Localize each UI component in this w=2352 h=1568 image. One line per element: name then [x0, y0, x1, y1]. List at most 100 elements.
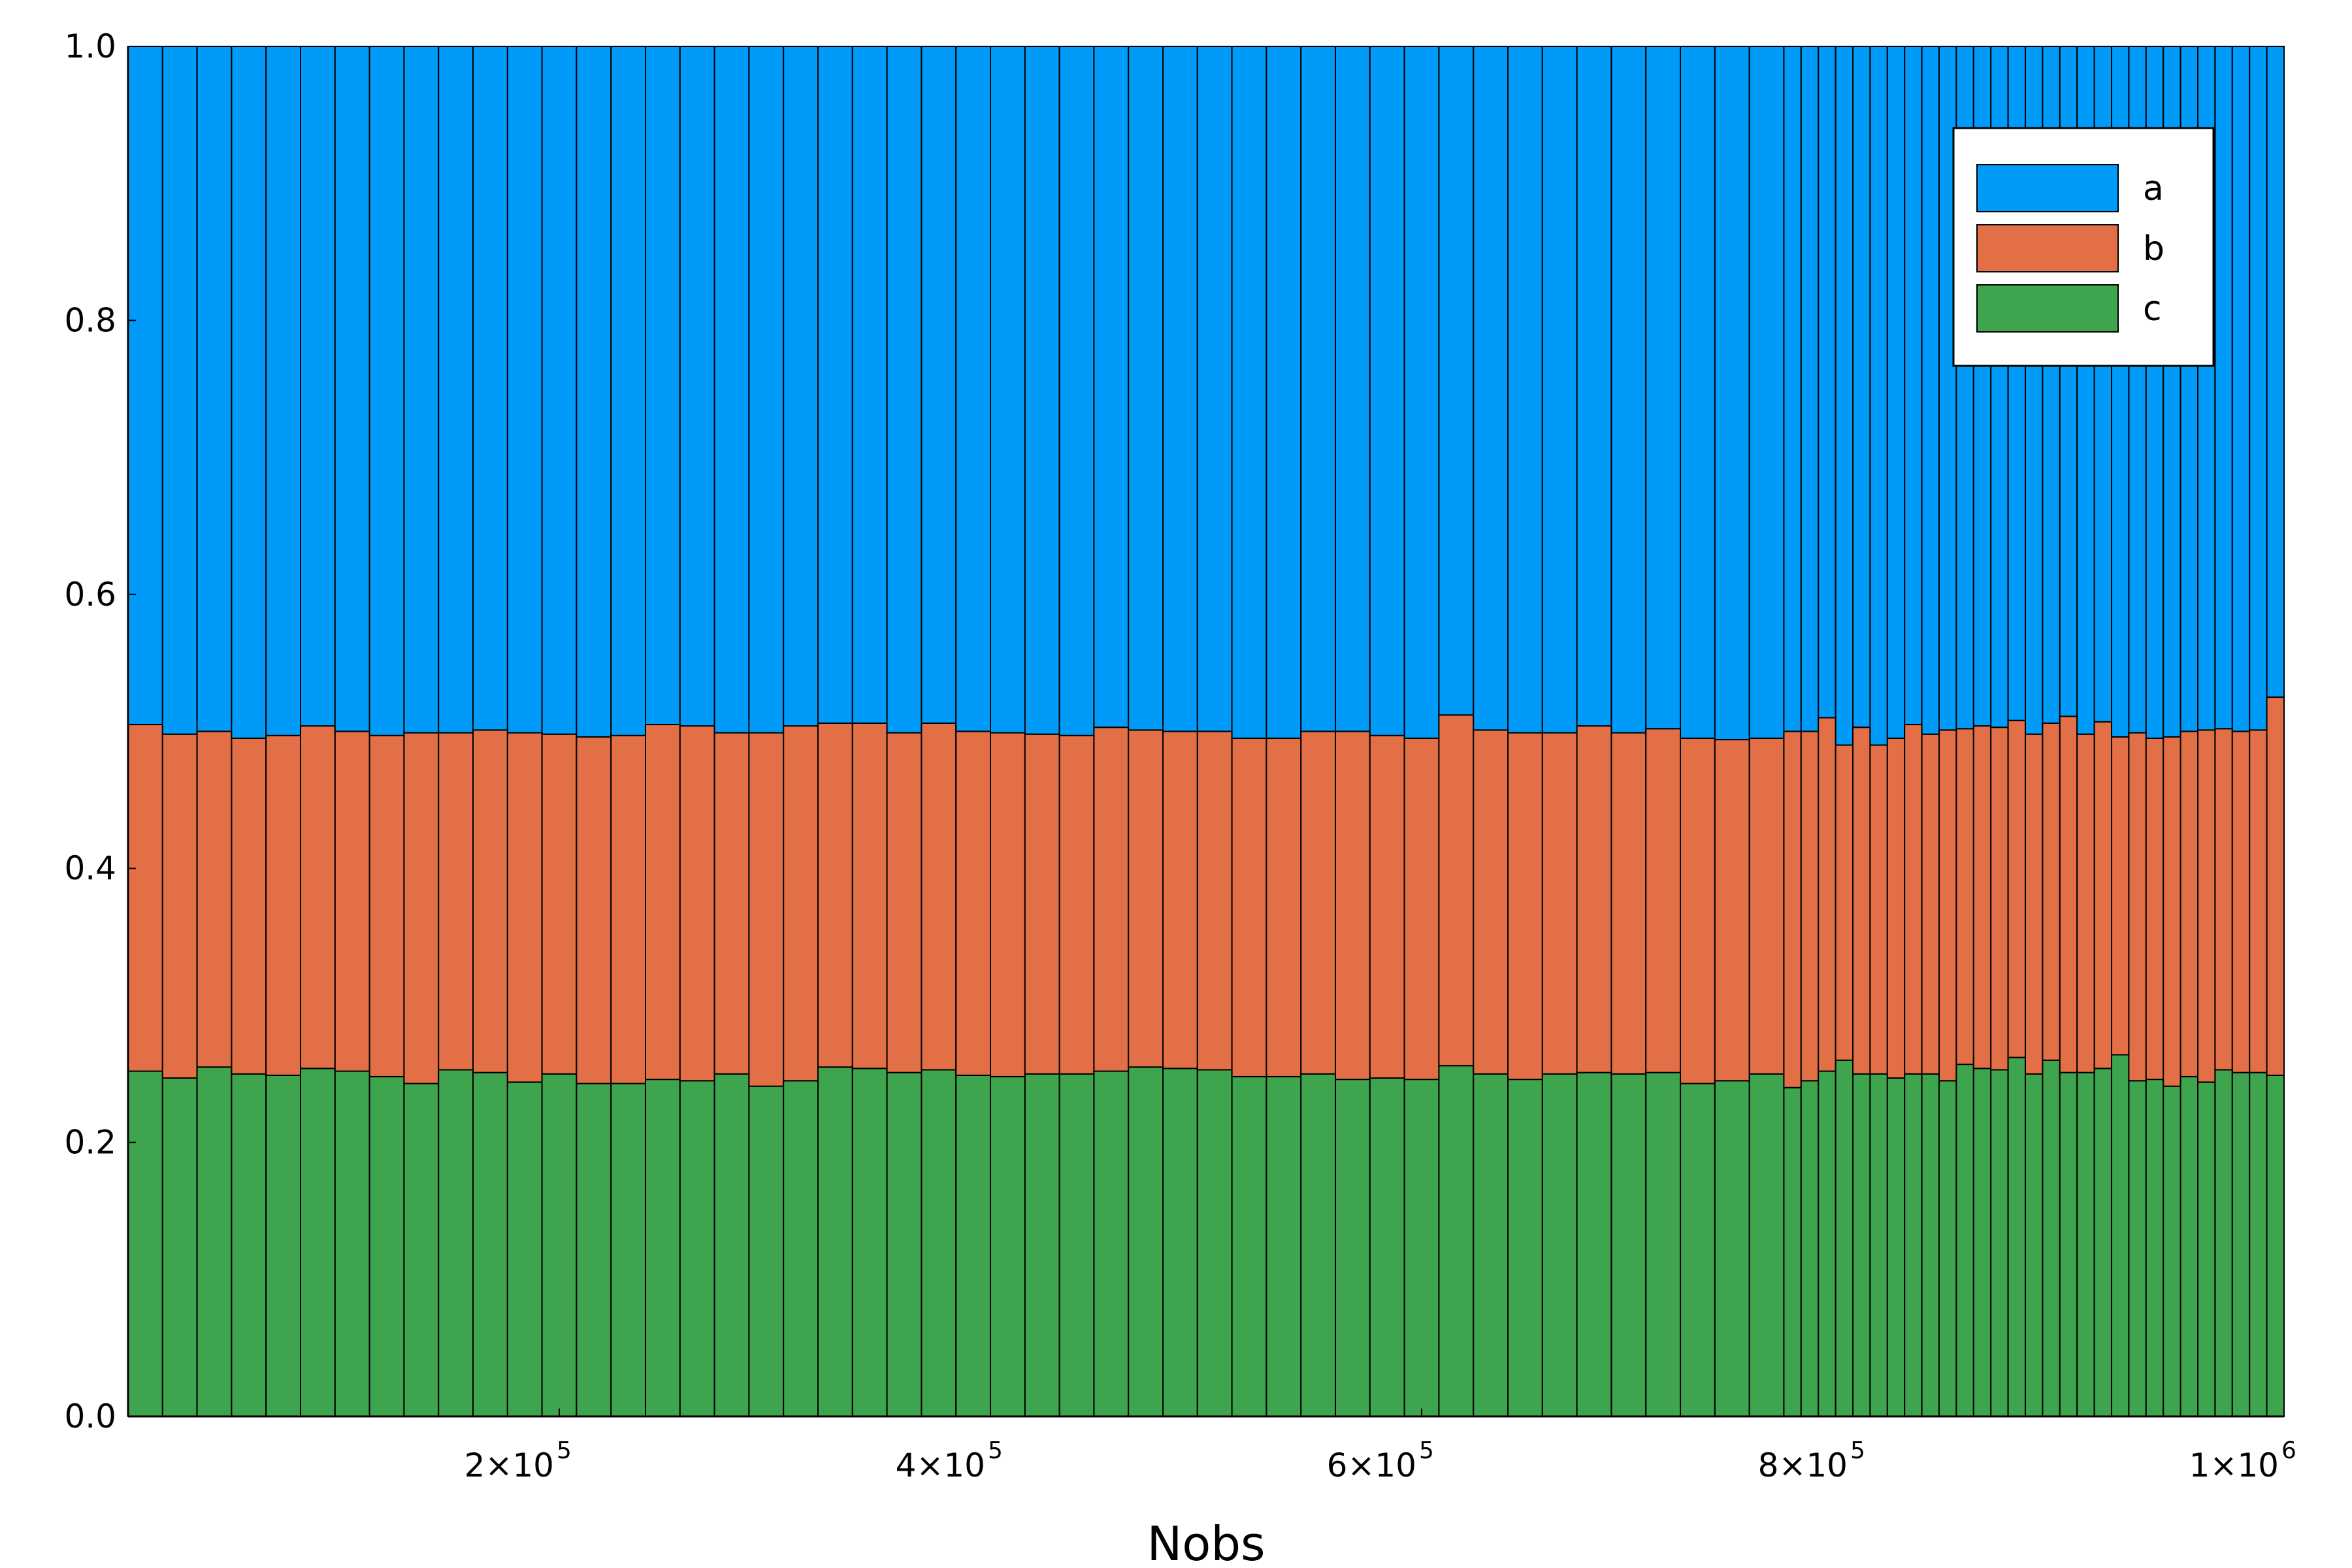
- bar-c-38: [1438, 1065, 1475, 1417]
- bar-a-25: [990, 46, 1026, 734]
- bar-c-4: [265, 1074, 302, 1418]
- bar-a-0: [127, 46, 163, 726]
- x-tick-label: 2⨯10 5: [465, 1437, 572, 1484]
- bar-c-20: [817, 1066, 853, 1417]
- bar-b-34: [1300, 730, 1336, 1075]
- bar-b-64: [2059, 715, 2078, 1073]
- bar-c-50: [1818, 1070, 1837, 1417]
- bar-c-13: [576, 1083, 612, 1417]
- bar-b-9: [438, 732, 474, 1071]
- bar-c-22: [886, 1071, 923, 1417]
- bar-a-43: [1610, 46, 1647, 734]
- bar-c-37: [1403, 1079, 1440, 1417]
- bar-c-71: [2180, 1075, 2199, 1417]
- x-tick-mantissa: 2⨯10: [465, 1446, 554, 1484]
- bar-b-55: [1904, 724, 1923, 1075]
- bar-a-44: [1645, 46, 1681, 730]
- bar-a-73: [2214, 46, 2233, 730]
- bar-c-53: [1869, 1073, 1888, 1417]
- bar-c-70: [2163, 1085, 2181, 1418]
- x-tick-exponent: 6: [2281, 1437, 2296, 1464]
- bar-b-52: [1852, 727, 1871, 1075]
- bar-c-51: [1835, 1059, 1854, 1417]
- bar-a-39: [1473, 46, 1509, 731]
- bar-c-39: [1473, 1073, 1509, 1417]
- bar-b-56: [1921, 733, 1940, 1075]
- y-ticks-group: 0.0 0.2 0.4 0.6 0.8 1.0: [64, 27, 136, 1435]
- bar-b-41: [1541, 732, 1578, 1075]
- bar-b-73: [2214, 728, 2233, 1071]
- bar-a-28: [1093, 46, 1130, 728]
- bar-b-21: [851, 722, 888, 1070]
- bar-a-48: [1783, 46, 1802, 732]
- bar-c-15: [645, 1079, 681, 1417]
- bar-b-59: [1972, 725, 1992, 1070]
- bar-a-6: [334, 46, 370, 732]
- bar-c-68: [2128, 1080, 2147, 1417]
- bar-b-23: [921, 722, 957, 1071]
- bar-a-14: [610, 46, 647, 736]
- bar-a-52: [1852, 46, 1871, 728]
- bar-a-34: [1300, 46, 1336, 732]
- bar-c-14: [610, 1083, 647, 1417]
- bar-c-46: [1714, 1080, 1750, 1417]
- bar-b-42: [1576, 725, 1612, 1073]
- x-tick-exponent: 5: [557, 1437, 572, 1464]
- bar-c-1: [161, 1077, 198, 1417]
- bar-c-72: [2197, 1081, 2216, 1418]
- bar-c-73: [2214, 1069, 2233, 1417]
- bar-a-29: [1128, 46, 1164, 731]
- bar-c-23: [921, 1069, 957, 1417]
- bar-b-61: [2007, 719, 2027, 1058]
- bar-c-12: [541, 1073, 578, 1417]
- bar-c-66: [2093, 1068, 2113, 1418]
- bar-b-6: [334, 730, 370, 1072]
- bar-c-26: [1024, 1073, 1060, 1417]
- bar-a-27: [1058, 46, 1095, 736]
- bar-c-64: [2059, 1071, 2078, 1417]
- bar-b-5: [300, 725, 336, 1070]
- x-tick-mantissa: 8⨯10: [1758, 1446, 1848, 1484]
- bar-b-50: [1818, 717, 1837, 1072]
- legend-label-b: b: [2143, 229, 2164, 269]
- x-tick-exponent: 5: [988, 1437, 1003, 1464]
- x-tick-mantissa: 1⨯10: [2189, 1446, 2279, 1484]
- bar-b-49: [1800, 730, 1820, 1082]
- bar-c-27: [1058, 1073, 1095, 1417]
- legend-swatch-b: [1976, 224, 2119, 272]
- bar-a-18: [748, 46, 785, 734]
- y-tick-label: 0.8: [64, 301, 116, 339]
- bar-b-8: [403, 732, 440, 1085]
- bar-b-46: [1714, 739, 1750, 1082]
- bar-a-53: [1869, 46, 1888, 746]
- bar-a-12: [541, 46, 578, 735]
- bar-a-75: [2249, 46, 2268, 731]
- bar-c-28: [1093, 1070, 1130, 1417]
- bar-b-11: [506, 732, 543, 1083]
- legend-label-a: a: [2143, 169, 2164, 208]
- legend-swatch-a: [1976, 164, 2119, 212]
- bar-a-42: [1576, 46, 1612, 727]
- bar-b-38: [1438, 714, 1475, 1067]
- bar-b-35: [1335, 730, 1371, 1081]
- bar-b-14: [610, 734, 647, 1085]
- bar-b-7: [368, 734, 405, 1077]
- bar-b-15: [645, 724, 681, 1081]
- bar-b-3: [231, 737, 267, 1075]
- bar-c-60: [1990, 1069, 2009, 1417]
- bar-a-50: [1818, 46, 1837, 719]
- bar-a-46: [1714, 46, 1750, 741]
- bar-b-54: [1886, 737, 1906, 1079]
- bar-b-24: [955, 730, 991, 1076]
- bar-c-35: [1335, 1079, 1371, 1417]
- bar-b-60: [1990, 727, 2009, 1071]
- bar-c-17: [713, 1073, 750, 1417]
- bar-c-63: [2042, 1059, 2061, 1417]
- bar-a-38: [1438, 46, 1475, 716]
- bar-b-31: [1196, 730, 1233, 1071]
- bar-b-12: [541, 733, 578, 1075]
- bar-a-49: [1800, 46, 1820, 732]
- legend: abc: [1952, 127, 2215, 367]
- bar-c-61: [2007, 1056, 2027, 1418]
- bar-c-9: [438, 1069, 474, 1417]
